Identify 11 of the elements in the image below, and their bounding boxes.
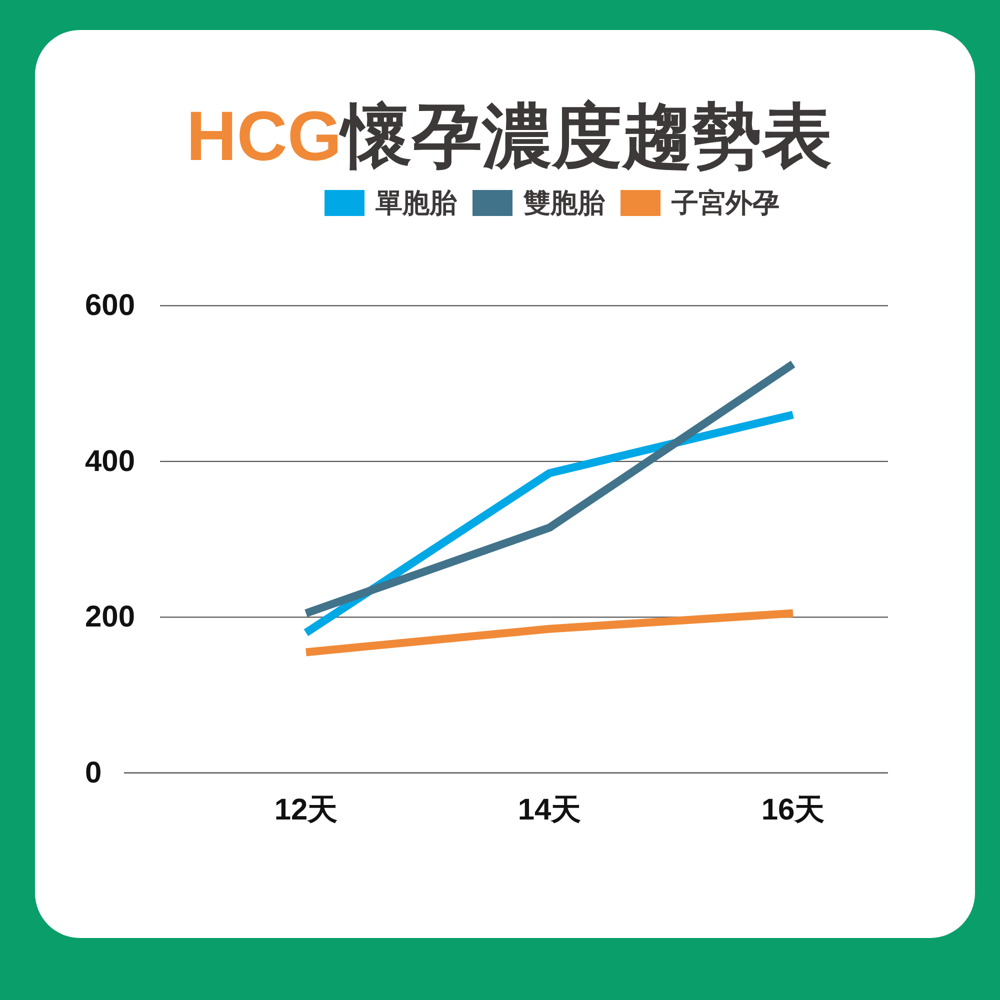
ytick-label: 200	[85, 600, 136, 634]
ytick-label: 400	[85, 444, 136, 478]
xtick-label: 14天	[518, 794, 582, 826]
xtick-label: 12天	[274, 794, 338, 826]
legend-label: 單胞胎	[376, 188, 456, 218]
legend-label: 雙胞胎	[524, 188, 604, 218]
ytick-label: 600	[85, 289, 136, 322]
title: HCG懷孕濃度趨勢表	[186, 97, 832, 175]
xtick-label: 16天	[761, 794, 825, 826]
ytick-label: 0	[85, 756, 102, 790]
legend-label: 子宮外孕	[672, 188, 780, 218]
